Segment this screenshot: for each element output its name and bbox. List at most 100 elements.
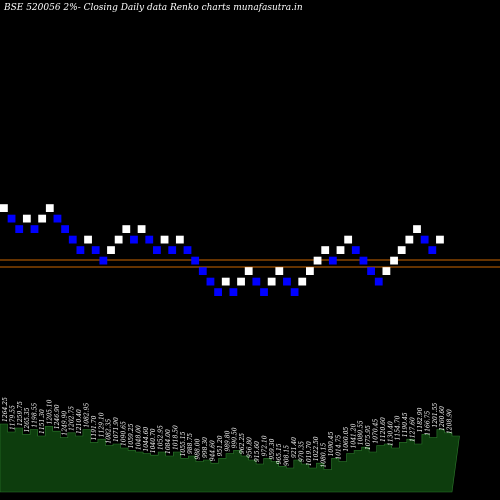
volume-label: 1071.90	[113, 417, 120, 442]
volume-label: 1080.15	[321, 443, 328, 468]
renko-brick	[237, 277, 245, 286]
renko-brick	[15, 225, 24, 233]
volume-label: 1044.60	[143, 427, 150, 452]
renko-brick	[321, 246, 330, 254]
reference-lines	[0, 259, 500, 268]
renko-brick	[130, 235, 138, 244]
renko-brick	[206, 277, 215, 286]
renko-brick	[260, 288, 268, 296]
renko-brick	[175, 235, 184, 244]
renko-brick	[0, 204, 8, 212]
renko-brick	[183, 246, 192, 254]
renko-brick	[367, 267, 375, 275]
volume-label: 1080.55	[358, 420, 365, 445]
volume-label: 1022.50	[313, 436, 320, 461]
volume-label: 972.10	[261, 435, 268, 456]
volume-label: 1260.60	[439, 406, 446, 431]
volume-label: 1182.90	[417, 407, 424, 432]
renko-brick	[221, 277, 230, 286]
renko-brick	[283, 277, 291, 286]
volume-label: 1202.75	[69, 406, 76, 431]
volume-label: 1264.25	[2, 397, 9, 422]
renko-brick	[76, 246, 85, 254]
volume-label: 1129.10	[98, 412, 105, 437]
renko-brick	[114, 235, 123, 244]
volume-label: 1201.55	[432, 403, 439, 428]
renko-brick	[99, 256, 108, 265]
renko-brick	[351, 246, 360, 254]
volume-area-shape	[0, 423, 460, 493]
volume-label: 1166.75	[424, 411, 431, 436]
renko-brick	[336, 246, 345, 254]
renko-brick	[397, 246, 406, 254]
volume-label: 988.00	[195, 438, 202, 459]
volume-label: 1198.55	[32, 403, 39, 428]
renko-brick	[191, 256, 200, 265]
volume-label: 965.15	[276, 443, 283, 464]
renko-brick	[214, 288, 222, 296]
renko-brick	[145, 235, 154, 244]
volume-label: 1052.95	[158, 425, 165, 450]
volume-label: 1070.45	[373, 419, 380, 444]
renko-brick	[137, 225, 146, 233]
volume-label: 1179.55	[9, 405, 16, 430]
volume-labels: 1264.25 1179.55 1259.75 1265.35 1198.55 1151.…	[2, 397, 454, 468]
volume-label: 956.80	[247, 437, 254, 458]
renko-brick	[22, 214, 31, 223]
volume-label: 951.20	[217, 435, 224, 456]
volume-label: 970.35	[298, 441, 305, 462]
renko-brick	[306, 267, 314, 275]
chart-title: BSE 520056 2%- Closing Daily data Renko …	[3, 3, 303, 13]
renko-brick	[30, 225, 39, 233]
volume-label: 962.25	[239, 433, 246, 454]
renko-brick	[160, 235, 169, 244]
volume-label: 988.75	[187, 433, 194, 454]
volume-area	[0, 423, 460, 493]
volume-label: 1208.90	[447, 409, 454, 434]
renko-brick	[420, 235, 429, 244]
renko-brick	[107, 246, 115, 254]
renko-brick	[122, 225, 131, 233]
volume-label: 1191.70	[91, 415, 98, 440]
volume-label: 944.60	[210, 440, 217, 461]
volume-label: 1130.40	[387, 421, 394, 446]
volume-label: 1059.25	[128, 423, 135, 448]
volume-label: 1014.75	[335, 435, 342, 460]
renko-brick	[91, 246, 100, 254]
renko-brick	[328, 256, 337, 265]
renko-brick	[168, 246, 177, 254]
renko-brick	[229, 288, 238, 296]
volume-label: 1190.45	[402, 412, 409, 437]
renko-brick	[275, 267, 284, 275]
renko-brick	[61, 225, 69, 233]
volume-label: 1090.65	[121, 421, 128, 446]
volume-label: 1075.95	[365, 425, 372, 450]
renko-brick	[38, 214, 47, 223]
volume-label: 1018.50	[172, 425, 179, 450]
renko-brick	[84, 235, 92, 244]
volume-label: 1265.35	[24, 407, 31, 432]
volume-label: 1120.60	[380, 417, 387, 442]
renko-brick	[45, 204, 54, 212]
renko-brick	[405, 235, 414, 244]
volume-label: 1246.90	[54, 404, 61, 429]
volume-label: 1082.95	[84, 403, 91, 428]
renko-brick	[390, 256, 398, 265]
volume-label: 989.80	[224, 430, 231, 451]
volume-label: 921.40	[291, 437, 298, 458]
volume-label: 1151.30	[39, 409, 46, 434]
volume-label: 1040.70	[150, 428, 157, 453]
volume-label: 990.50	[232, 427, 239, 448]
renko-brick	[153, 246, 161, 254]
volume-label: 1019.70	[306, 441, 313, 466]
volume-label: 998.30	[202, 437, 209, 458]
renko-bricks	[0, 204, 444, 296]
renko-brick	[382, 267, 391, 275]
renko-brick	[413, 225, 421, 233]
volume-label: 1060.05	[343, 427, 350, 452]
volume-label: 1249.90	[61, 411, 68, 436]
volume-label: 1127.60	[410, 417, 417, 442]
renko-brick	[359, 256, 368, 265]
volume-label: 959.30	[269, 438, 276, 459]
